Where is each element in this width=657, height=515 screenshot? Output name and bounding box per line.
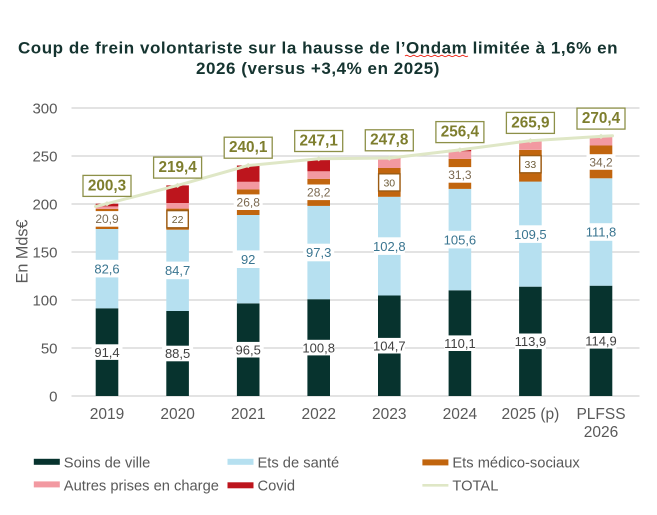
svg-text:2020: 2020 [160,406,195,423]
svg-text:240,1: 240,1 [229,139,268,156]
svg-text:Ets médico-sociaux: Ets médico-sociaux [452,456,580,472]
svg-text:30: 30 [383,177,395,189]
svg-text:2026 (versus +3,4% en 2025): 2026 (versus +3,4% en 2025) [196,59,440,78]
svg-text:2021: 2021 [231,406,265,423]
svg-text:111,8: 111,8 [586,225,617,240]
svg-text:Covid: Covid [258,479,296,495]
svg-text:2023: 2023 [372,406,406,423]
svg-text:97,3: 97,3 [306,245,331,260]
svg-text:110,1: 110,1 [444,336,476,351]
svg-text:105,6: 105,6 [444,232,477,247]
svg-text:20,9: 20,9 [95,212,119,226]
svg-text:91,4: 91,4 [94,345,119,360]
svg-text:33: 33 [525,159,537,171]
svg-text:219,4: 219,4 [158,159,197,176]
svg-text:300: 300 [32,100,57,117]
svg-text:82,6: 82,6 [94,261,119,276]
svg-text:2019: 2019 [90,406,124,423]
svg-text:96,5: 96,5 [236,342,261,357]
svg-text:265,9: 265,9 [511,114,549,131]
svg-text:2022: 2022 [301,406,335,423]
svg-text:50: 50 [41,340,58,357]
svg-text:Soins de ville: Soins de ville [64,456,151,472]
svg-text:102,8: 102,8 [373,239,406,254]
svg-text:250: 250 [32,148,57,165]
svg-text:28,2: 28,2 [307,186,331,200]
svg-text:Ets de santé: Ets de santé [258,456,340,472]
svg-text:26,8: 26,8 [237,196,261,210]
svg-text:256,4: 256,4 [441,124,480,141]
svg-text:200: 200 [32,196,57,213]
svg-text:2024: 2024 [443,406,478,423]
svg-text:31,3: 31,3 [448,168,472,182]
svg-text:2026: 2026 [584,424,618,441]
svg-text:Autres prises en charge: Autres prises en charge [64,479,219,495]
svg-text:22: 22 [172,214,184,226]
svg-text:PLFSS: PLFSS [576,406,625,423]
svg-text:92: 92 [241,252,255,267]
svg-text:0: 0 [49,388,57,405]
svg-text:TOTAL: TOTAL [452,479,498,495]
svg-text:En Mds€: En Mds€ [14,220,32,284]
svg-text:109,5: 109,5 [514,227,547,242]
svg-text:247,1: 247,1 [300,132,339,149]
svg-text:113,9: 113,9 [515,334,547,349]
svg-text:114,9: 114,9 [585,334,617,349]
svg-text:247,8: 247,8 [370,132,409,149]
svg-text:104,7: 104,7 [373,338,406,353]
svg-text:100,8: 100,8 [302,340,335,355]
svg-text:150: 150 [32,244,57,261]
svg-text:84,7: 84,7 [165,263,190,278]
svg-text:Coup de frein volontariste sur: Coup de frein volontariste sur la hausse… [18,38,618,57]
svg-text:34,2: 34,2 [589,155,613,169]
svg-text:2025 (p): 2025 (p) [502,406,560,423]
svg-text:200,3: 200,3 [88,177,126,194]
svg-text:88,5: 88,5 [165,346,190,361]
svg-text:100: 100 [32,292,57,309]
svg-text:270,4: 270,4 [582,110,621,127]
